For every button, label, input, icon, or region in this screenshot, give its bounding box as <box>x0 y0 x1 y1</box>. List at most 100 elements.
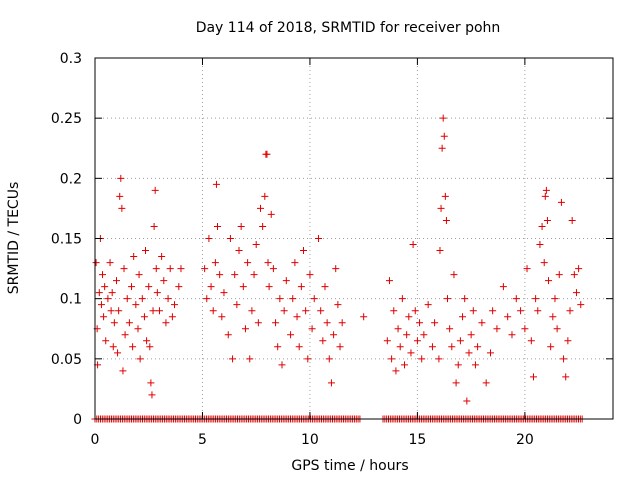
data-point <box>100 313 108 321</box>
data-point <box>118 204 126 212</box>
data-point <box>274 343 282 351</box>
data-point <box>231 271 239 279</box>
data-point <box>237 222 245 230</box>
data-point <box>265 283 273 291</box>
data-point <box>291 259 299 267</box>
data-point <box>269 265 277 273</box>
data-point <box>549 313 557 321</box>
data-point <box>211 259 219 267</box>
data-point <box>278 361 286 369</box>
data-point <box>532 295 540 303</box>
data-point <box>424 301 432 309</box>
data-point <box>109 343 117 351</box>
data-point <box>267 210 275 218</box>
data-point <box>282 277 290 285</box>
y-tick-label: 0.1 <box>60 292 82 308</box>
data-point <box>252 241 260 249</box>
data-point <box>166 265 174 273</box>
data-point <box>534 307 542 315</box>
data-point <box>541 192 549 200</box>
grid <box>95 58 613 419</box>
data-point <box>97 301 105 309</box>
data-point <box>540 259 548 267</box>
data-point <box>123 295 131 303</box>
data-point <box>547 343 555 351</box>
data-point <box>263 150 271 158</box>
data-point <box>338 319 346 327</box>
data-point <box>306 271 314 279</box>
data-point <box>566 307 574 315</box>
data-point <box>216 271 224 279</box>
data-point <box>465 349 473 357</box>
data-point <box>302 307 310 315</box>
data-point <box>438 144 446 152</box>
data-point <box>392 367 400 375</box>
data-point <box>405 313 413 321</box>
data-point <box>229 355 237 363</box>
data-point <box>148 391 156 399</box>
data-point <box>128 283 136 291</box>
data-point <box>257 204 265 212</box>
data-point <box>177 265 185 273</box>
data-point <box>233 301 241 309</box>
data-point <box>499 283 507 291</box>
data-point <box>317 307 325 315</box>
data-point <box>486 349 494 357</box>
data-point <box>394 325 402 333</box>
x-axis-label: GPS time / hours <box>291 458 408 474</box>
data-point <box>135 271 143 279</box>
data-point <box>160 277 168 285</box>
data-point <box>551 295 559 303</box>
data-point <box>121 331 129 339</box>
y-tick-label: 0.15 <box>51 232 82 248</box>
data-point <box>360 313 368 321</box>
data-point <box>315 235 323 242</box>
data-point <box>102 337 110 345</box>
data-point <box>158 253 166 261</box>
data-point <box>325 355 333 363</box>
data-point <box>99 271 107 279</box>
data-point <box>467 331 475 339</box>
data-point <box>289 295 297 303</box>
data-point <box>416 319 424 327</box>
data-point <box>461 295 469 303</box>
data-point <box>130 253 138 261</box>
data-point <box>542 186 550 194</box>
data-point <box>153 289 161 297</box>
data-point <box>553 325 561 333</box>
data-point <box>336 343 344 351</box>
data-point <box>562 373 570 381</box>
data-point <box>244 259 252 267</box>
data-point <box>471 361 479 369</box>
data-point <box>459 313 467 321</box>
data-point <box>117 174 125 182</box>
data-point <box>212 180 220 188</box>
data-point <box>441 192 449 200</box>
data-point <box>564 337 572 345</box>
data-point <box>171 301 179 309</box>
data-point <box>398 295 406 303</box>
data-point <box>246 355 254 363</box>
data-point <box>440 132 448 140</box>
plot-frame <box>94 57 614 420</box>
data-point <box>201 265 209 273</box>
data-point <box>319 337 327 345</box>
data-point <box>330 331 338 339</box>
data-point <box>297 283 305 291</box>
data-point <box>463 397 471 405</box>
data-point <box>383 337 391 345</box>
data-point <box>517 307 525 315</box>
data-point <box>214 222 222 230</box>
data-point <box>437 204 445 212</box>
data-point <box>538 222 546 230</box>
data-point <box>577 301 585 309</box>
data-point <box>280 307 288 315</box>
data-point <box>254 319 262 327</box>
data-point <box>413 337 421 345</box>
y-axis-label: SRMTID / TECUs <box>6 182 22 295</box>
data-point <box>493 325 501 333</box>
data-point <box>568 216 576 224</box>
x-tick-label: 20 <box>516 432 534 448</box>
x-tick-labels: 0 5 10 15 20 <box>91 432 534 448</box>
data-point <box>108 289 116 297</box>
